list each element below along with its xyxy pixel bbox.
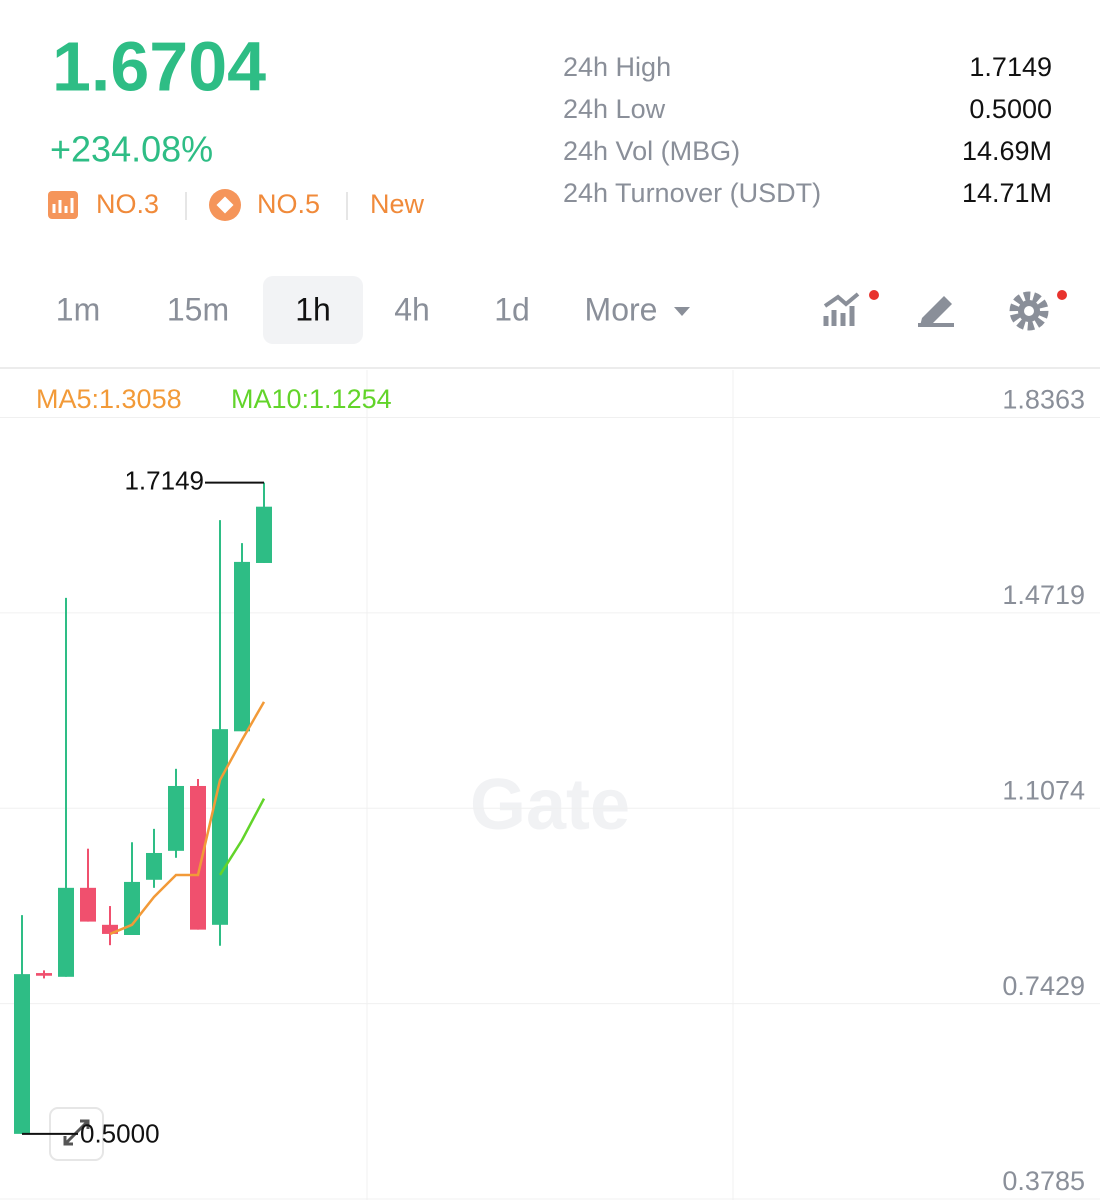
candle-body (14, 974, 30, 1134)
stat-value: 1.7149 (969, 52, 1052, 82)
expand-icon (63, 1119, 90, 1146)
price: 1.6704 (52, 27, 266, 105)
tab[interactable]: More (585, 291, 658, 327)
candle-body (212, 729, 228, 925)
stat-value: 0.5000 (969, 94, 1052, 124)
y-tick-label: 1.4719 (1002, 580, 1085, 610)
legend-entry: MA5:1.3058 (36, 384, 182, 414)
high-label: 1.7149 (124, 465, 204, 495)
draw-icon[interactable] (918, 296, 954, 327)
legend-entry: MA10:1.1254 (231, 384, 392, 414)
tab[interactable]: 1m (56, 291, 100, 327)
badge: NO.5 (257, 189, 320, 219)
ma-line (109, 701, 266, 936)
stat-label: 24h Low (563, 94, 666, 124)
more-caret (674, 307, 690, 316)
candle-body (234, 561, 250, 732)
candle-body (102, 924, 118, 934)
badge: New (370, 189, 425, 219)
candle-body (58, 887, 74, 977)
low-label: 0.5000 (80, 1119, 160, 1149)
y-tick-label: 1.8363 (1002, 385, 1085, 415)
candle-body (190, 785, 206, 930)
candle-body (168, 785, 184, 851)
y-tick-label: 1.1074 (1002, 775, 1085, 805)
stat-value: 14.69M (962, 136, 1052, 166)
stat-value: 14.71M (962, 178, 1052, 208)
stat-label: 24h Turnover (USDT) (563, 178, 821, 208)
badge: NO.3 (96, 189, 159, 219)
ma-line (218, 798, 266, 876)
tab[interactable]: 15m (167, 291, 229, 327)
rank-icon-bars (52, 198, 74, 213)
tab[interactable]: 1h (295, 291, 331, 327)
candle-body (36, 973, 52, 976)
tab[interactable]: 1d (494, 291, 530, 327)
candle-body (80, 887, 96, 922)
change: +234.08% (50, 129, 213, 170)
coin-icon-diamond (216, 196, 234, 214)
indicator-icon[interactable] (823, 290, 879, 326)
y-tick-label: 0.7429 (1002, 971, 1085, 1001)
candle-body (256, 506, 272, 563)
tab[interactable]: 4h (394, 291, 430, 327)
stat-label: 24h High (563, 52, 671, 82)
candle-body (146, 852, 162, 880)
watermark: Gate (470, 765, 630, 845)
tab-selected-bg (263, 276, 363, 344)
stat-label: 24h Vol (MBG) (563, 136, 740, 166)
y-tick-label: 0.3785 (1002, 1166, 1085, 1196)
settings-icon[interactable] (1009, 290, 1067, 331)
